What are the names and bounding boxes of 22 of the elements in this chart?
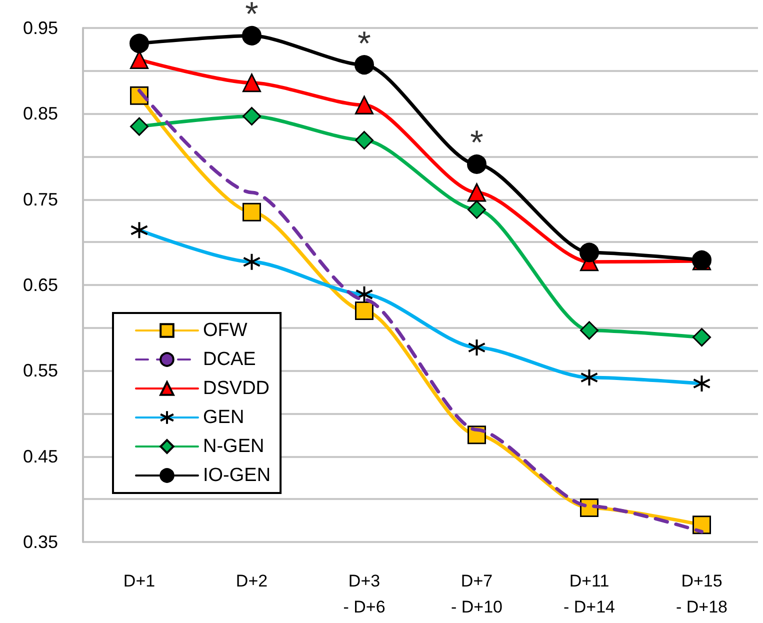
legend-label: OFW <box>203 320 248 341</box>
y-tick-label: 0.45 <box>22 446 58 466</box>
annotation: * <box>358 24 371 63</box>
y-tick-label: 0.35 <box>22 532 58 552</box>
legend-label: GEN <box>203 407 244 428</box>
x-tick-label: D+15 - D+18 <box>676 572 728 616</box>
x-tick-label: D+7 - D+10 <box>451 572 502 616</box>
x-tick-label: D+2 <box>236 572 268 590</box>
annotation: * <box>245 0 258 34</box>
legend-label: IO-GEN <box>203 465 271 486</box>
y-tick-label: 0.55 <box>22 360 58 381</box>
y-tick-label: 0.95 <box>22 18 58 38</box>
legend-label: DSVDD <box>203 378 270 399</box>
x-tick-label: D+1 <box>123 572 156 590</box>
y-tick-label: 0.85 <box>22 104 58 124</box>
annotation: * <box>470 124 484 162</box>
x-tick-label: D+3 - D+6 <box>343 572 386 616</box>
y-tick-label: 0.75 <box>22 189 58 210</box>
legend-label: DCAE <box>203 349 256 370</box>
x-tick-label: D+11 - D+14 <box>564 572 615 616</box>
legend-label: N-GEN <box>203 436 264 457</box>
y-tick-label: 0.65 <box>22 275 58 295</box>
